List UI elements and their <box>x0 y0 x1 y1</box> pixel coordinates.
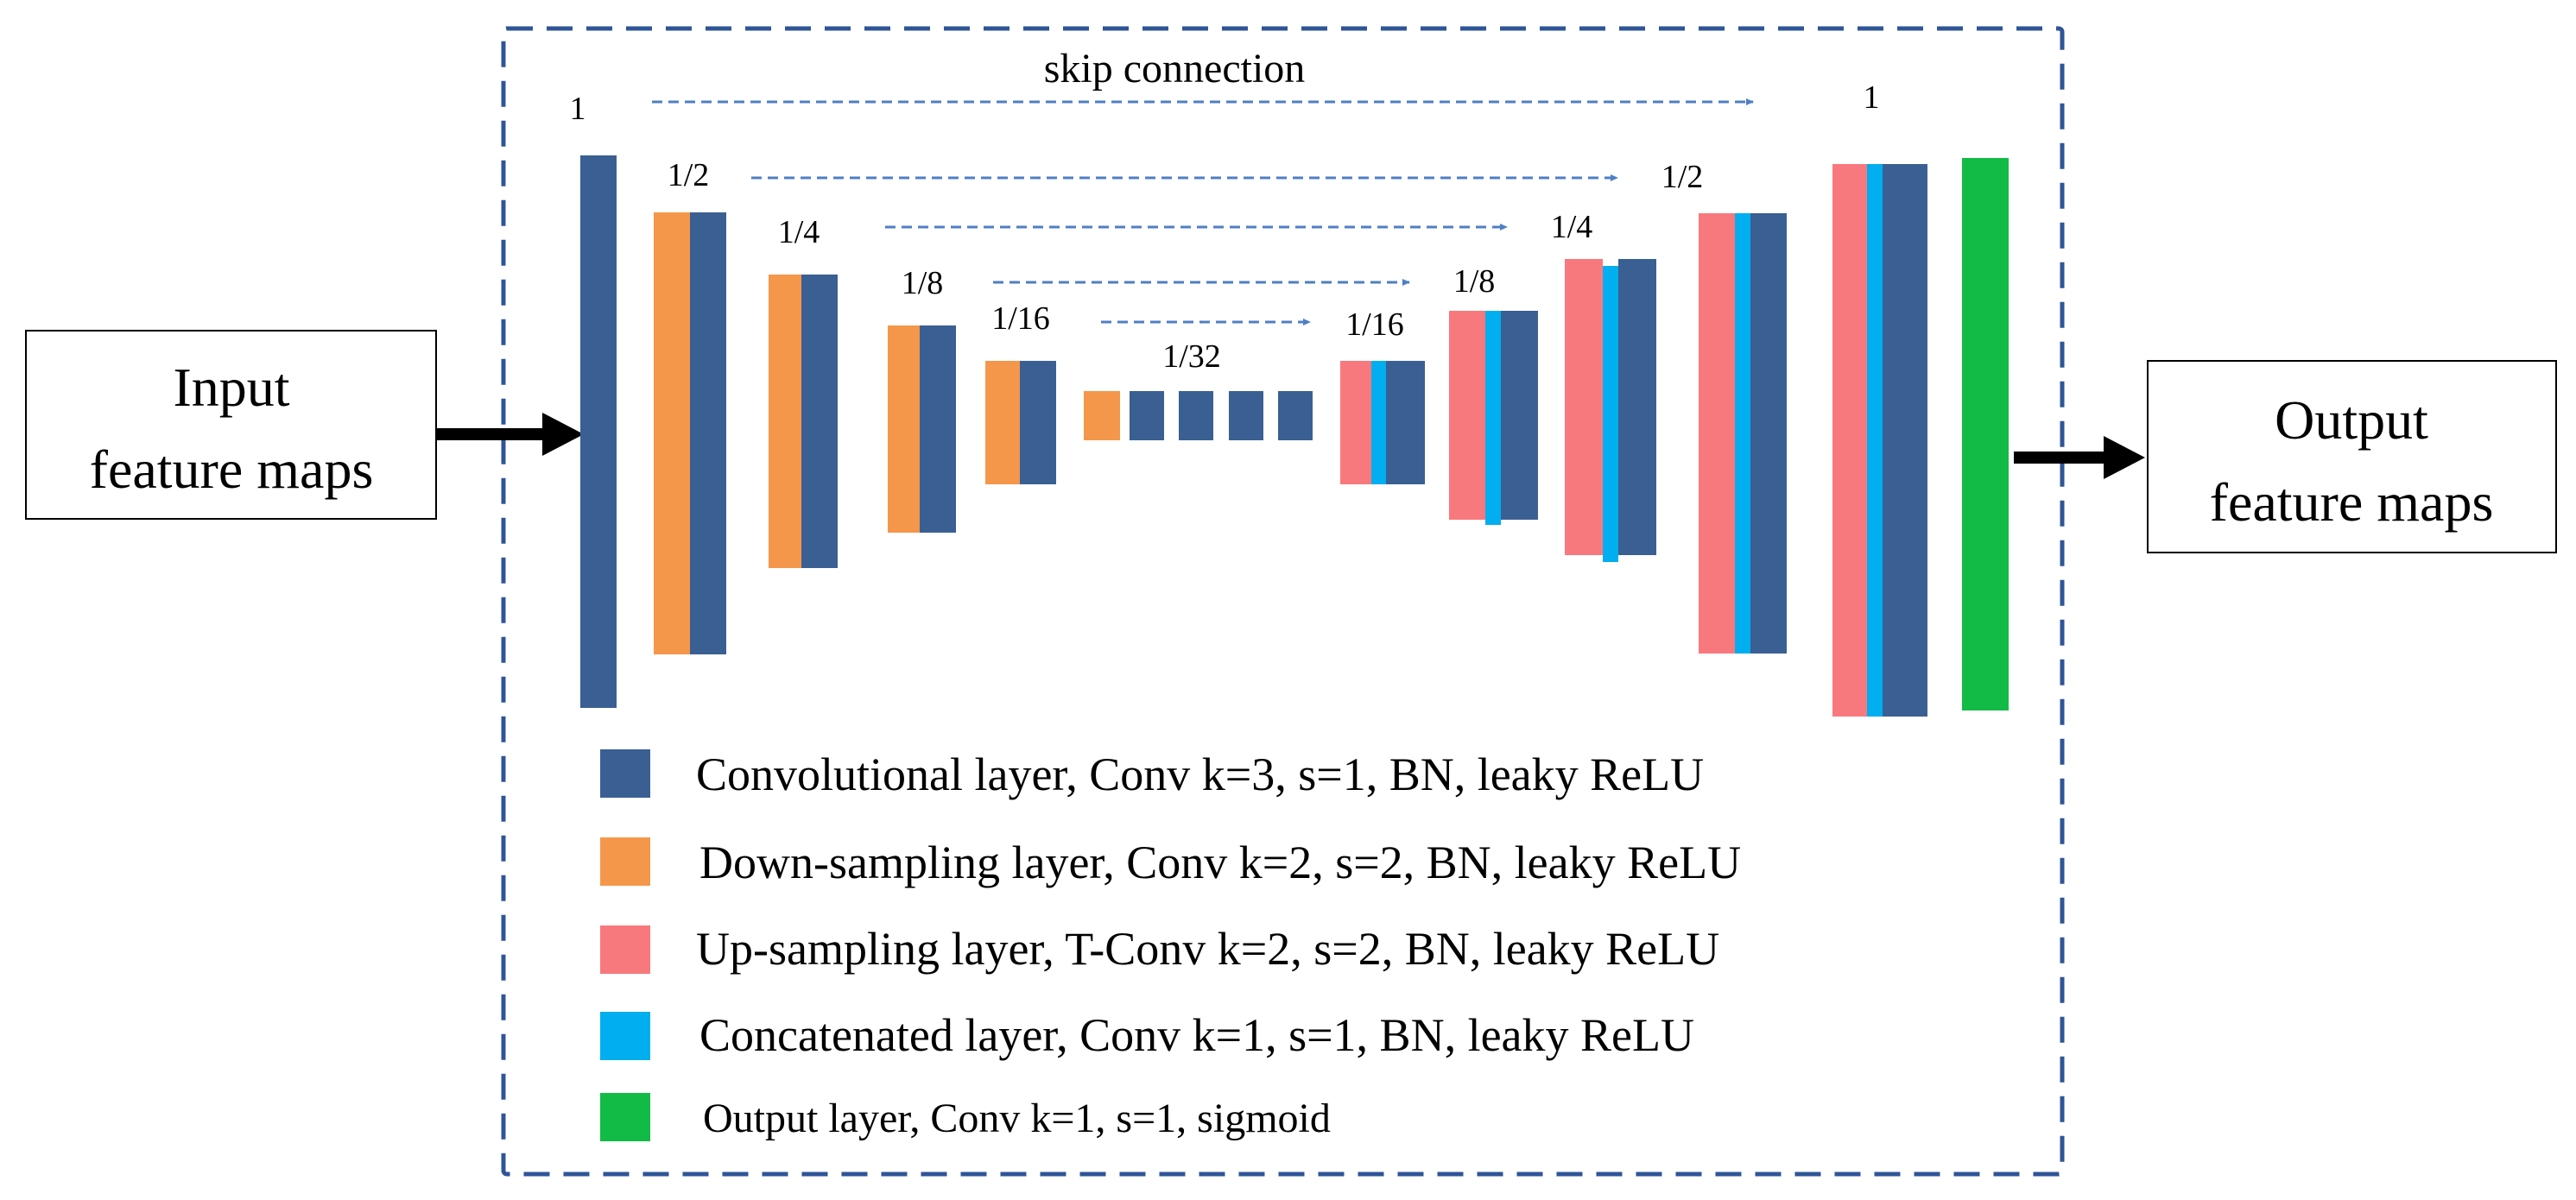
down-sampling-layer <box>1084 391 1120 440</box>
up-sampling-layer <box>1699 213 1735 654</box>
output-arrow-head <box>2104 436 2145 479</box>
concatenated-layer <box>1867 164 1883 717</box>
input-box-line1: Input <box>173 357 289 418</box>
input-arrow-head <box>542 413 584 456</box>
conv-layer <box>920 325 956 533</box>
conv-layer <box>1229 391 1263 440</box>
up-sampling-layer <box>1565 259 1603 555</box>
conv-layer <box>1750 213 1787 654</box>
scale-label-encoder-1-2: 1/2 <box>668 157 710 193</box>
output-box-frame <box>2147 360 2557 553</box>
skip-connection-label: skip connection <box>1044 46 1306 92</box>
legend-swatch-conv <box>600 749 650 798</box>
legend-label-concat: Concatenated layer, Conv k=1, s=1, BN, l… <box>699 1009 1694 1061</box>
scale-label-decoder-1-2: 1/2 <box>1661 159 1704 195</box>
input-box: Input feature maps <box>25 330 437 520</box>
conv-layer <box>1278 391 1313 440</box>
legend-swatch-up <box>600 925 650 974</box>
legend-label-up: Up-sampling layer, T-Conv k=2, s=2, BN, … <box>696 923 1719 975</box>
bottleneck <box>1084 391 1313 440</box>
conv-layer <box>1386 361 1425 484</box>
output-arrow-shaft <box>2014 452 2109 464</box>
legend-swatch-concat <box>600 1012 650 1060</box>
conv-layer <box>801 275 838 568</box>
legend-label-down: Down-sampling layer, Conv k=2, s=2, BN, … <box>699 837 1741 888</box>
legend-label-output: Output layer, Conv k=1, s=1, sigmoid <box>703 1096 1331 1141</box>
encoder <box>580 155 1056 708</box>
down-sampling-layer <box>985 361 1020 484</box>
conv-layer <box>1179 391 1213 440</box>
conv-layer <box>1020 361 1056 484</box>
legend-swatch-output <box>600 1093 650 1141</box>
scale-label-encoder-1: 1 <box>570 91 586 127</box>
output-box: Output feature maps <box>2147 360 2557 553</box>
decoder <box>1340 158 2009 717</box>
concatenated-layer <box>1485 311 1501 525</box>
scale-label-encoder-1-16: 1/16 <box>991 300 1050 337</box>
skip-arrows <box>652 98 1754 325</box>
output-box-line2: feature maps <box>2210 471 2494 533</box>
conv-layer <box>690 212 726 654</box>
up-sampling-layer <box>1340 361 1371 484</box>
conv-layer <box>1130 391 1164 440</box>
input-arrow <box>436 413 584 456</box>
output-layer <box>1962 158 2009 711</box>
down-sampling-layer <box>654 212 690 654</box>
output-box-line1: Output <box>2275 389 2428 451</box>
scale-label-decoder-1-8: 1/8 <box>1453 263 1496 300</box>
legend: Convolutional layer, Conv k=3, s=1, BN, … <box>600 748 1741 1141</box>
network-frame <box>501 26 2065 1177</box>
concatenated-layer <box>1603 266 1618 562</box>
scale-label-bottleneck-1-32: 1/32 <box>1162 338 1221 375</box>
up-sampling-layer <box>1832 164 1867 717</box>
input-box-line2: feature maps <box>90 439 374 500</box>
concatenated-layer <box>1371 361 1386 484</box>
input-arrow-shaft <box>436 428 548 440</box>
concatenated-layer <box>1735 213 1750 654</box>
down-sampling-layer <box>769 275 801 568</box>
legend-label-conv: Convolutional layer, Conv k=3, s=1, BN, … <box>696 748 1704 800</box>
scale-label-decoder-1-4: 1/4 <box>1551 209 1593 245</box>
conv-layer <box>1501 311 1538 520</box>
up-sampling-layer <box>1449 311 1485 520</box>
scale-label-decoder-1-16: 1/16 <box>1345 306 1404 343</box>
legend-swatch-down <box>600 837 650 886</box>
conv-layer <box>580 155 617 708</box>
input-box-frame <box>25 330 437 520</box>
conv-layer <box>1618 259 1656 555</box>
scale-label-encoder-1-4: 1/4 <box>778 214 820 250</box>
scale-label-encoder-1-8: 1/8 <box>902 265 944 301</box>
output-arrow <box>2014 436 2145 479</box>
down-sampling-layer <box>888 325 920 533</box>
scale-label-decoder-1: 1 <box>1864 79 1880 116</box>
scale-labels: 1 1/2 1/4 1/8 1/16 1/32 1/16 1/8 1/4 1/2… <box>570 79 1880 375</box>
conv-layer <box>1883 164 1927 717</box>
